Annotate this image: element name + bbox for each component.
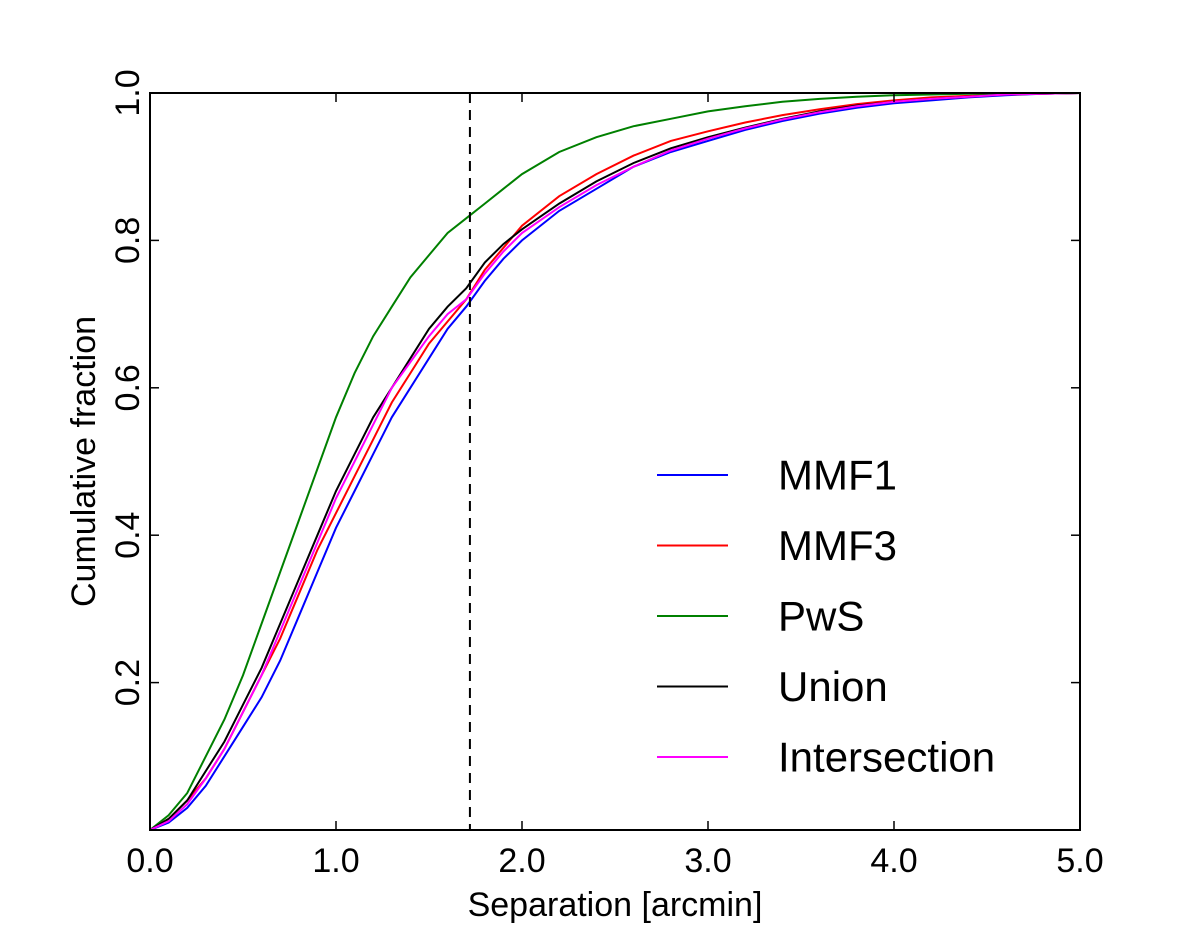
y-tick-labels: 0.2 0.4 0.6 0.8 1.0 — [109, 69, 147, 706]
legend-label-mmf1: MMF1 — [778, 452, 897, 499]
y-tick-label: 0.4 — [109, 512, 147, 559]
legend: MMF1 MMF3 PwS Union Intersection — [657, 452, 995, 781]
legend-label-pws: PwS — [778, 593, 864, 640]
series-line-mmf1 — [150, 93, 1080, 830]
series-layer — [150, 93, 1080, 830]
x-tick-label: 1.0 — [312, 842, 359, 880]
axis-ticks — [149, 92, 1081, 830]
legend-label-mmf3: MMF3 — [778, 522, 897, 569]
y-tick-label: 1.0 — [109, 69, 147, 116]
y-axis-title: Cumulative fraction — [65, 316, 103, 607]
x-tick-labels: 0.0 1.0 2.0 3.0 4.0 5.0 — [126, 842, 1103, 880]
plot-frame — [149, 92, 1081, 831]
series-line-union — [150, 93, 1080, 830]
series-line-mmf3 — [150, 93, 1080, 830]
x-tick-label: 4.0 — [870, 842, 917, 880]
y-tick-label: 0.8 — [109, 217, 147, 264]
x-tick-label: 3.0 — [684, 842, 731, 880]
y-tick-label: 0.2 — [109, 659, 147, 706]
x-tick-label: 5.0 — [1056, 842, 1103, 880]
series-line-intersection — [150, 93, 1080, 830]
series-line-pws — [150, 93, 1080, 830]
y-tick-label: 0.6 — [109, 364, 147, 411]
x-tick-label: 2.0 — [498, 842, 545, 880]
legend-label-intersection: Intersection — [778, 734, 995, 781]
x-axis-title: Separation [arcmin] — [468, 886, 763, 924]
legend-label-union: Union — [778, 663, 888, 710]
x-tick-label: 0.0 — [126, 842, 173, 880]
